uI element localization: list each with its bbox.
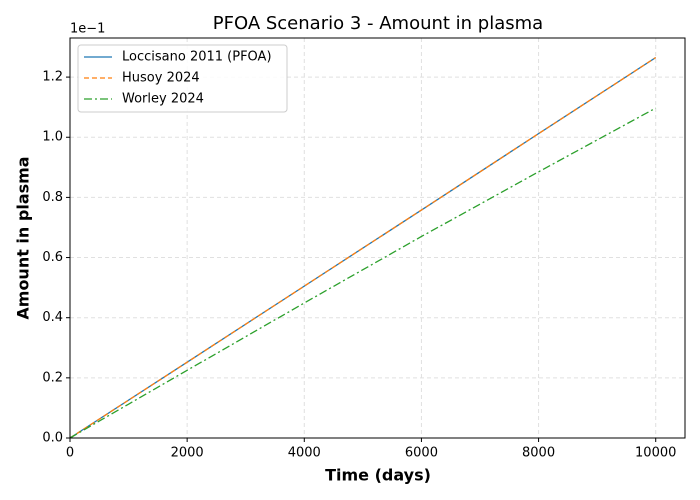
x-tick-label: 6000 bbox=[405, 446, 438, 461]
x-axis-label: Time (days) bbox=[325, 466, 431, 485]
x-tick-label: 4000 bbox=[288, 446, 321, 461]
y-offset-label: 1e−1 bbox=[70, 22, 105, 37]
y-tick-label: 1.0 bbox=[42, 130, 63, 145]
x-tick-label: 0 bbox=[66, 446, 74, 461]
plot-frame bbox=[69, 37, 686, 439]
legend-label: Worley 2024 bbox=[122, 92, 204, 107]
y-tick-label: 0.8 bbox=[42, 190, 63, 205]
legend-label: Husoy 2024 bbox=[122, 71, 200, 86]
x-tick-label: 2000 bbox=[171, 446, 204, 461]
y-tick-label: 0.6 bbox=[42, 250, 63, 265]
x-tick-label: 10000 bbox=[635, 446, 676, 461]
y-tick-label: 0.4 bbox=[42, 310, 63, 325]
legend-label: Loccisano 2011 (PFOA) bbox=[122, 50, 272, 65]
x-tick-label: 8000 bbox=[522, 446, 555, 461]
series-line bbox=[69, 107, 657, 439]
chart-title: PFOA Scenario 3 - Amount in plasma bbox=[213, 13, 543, 34]
legend: Loccisano 2011 (PFOA) Husoy 2024 Worley 20… bbox=[77, 44, 288, 113]
y-tick-label: 1.2 bbox=[42, 70, 63, 85]
series-line bbox=[69, 57, 657, 439]
y-tick-label: 0.2 bbox=[42, 370, 63, 385]
legend-box bbox=[77, 44, 288, 113]
y-axis-label: Amount in plasma bbox=[14, 156, 33, 319]
y-tick-label: 0.0 bbox=[42, 431, 63, 446]
